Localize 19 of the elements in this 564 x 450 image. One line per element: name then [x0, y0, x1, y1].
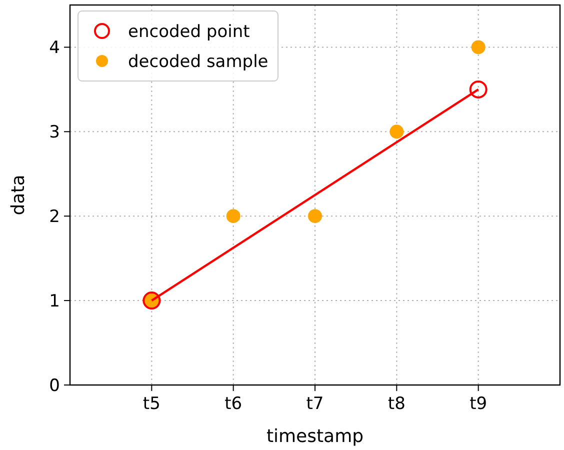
point [226, 209, 240, 224]
y-tick-label: 3 [49, 122, 60, 143]
x-tick-label: t5 [142, 394, 160, 414]
point [390, 124, 404, 139]
y-tick-label: 0 [49, 376, 60, 396]
legend-label: decoded sample [128, 52, 268, 72]
point [308, 209, 322, 224]
y-tick-label: 1 [49, 292, 60, 312]
x-tick-label: t9 [470, 394, 488, 414]
x-tick-label: t7 [306, 394, 324, 414]
x-tick-label: t6 [224, 394, 242, 414]
point [469, 80, 488, 98]
x-tick-label: t8 [388, 394, 406, 414]
y-tick-label: 2 [49, 207, 60, 228]
y-axis-title: data [8, 174, 29, 216]
point [471, 40, 486, 54]
x-axis-title: timestamp [266, 426, 364, 447]
y-tick-label: 4 [49, 38, 60, 58]
legend-label: encoded point [128, 22, 250, 42]
